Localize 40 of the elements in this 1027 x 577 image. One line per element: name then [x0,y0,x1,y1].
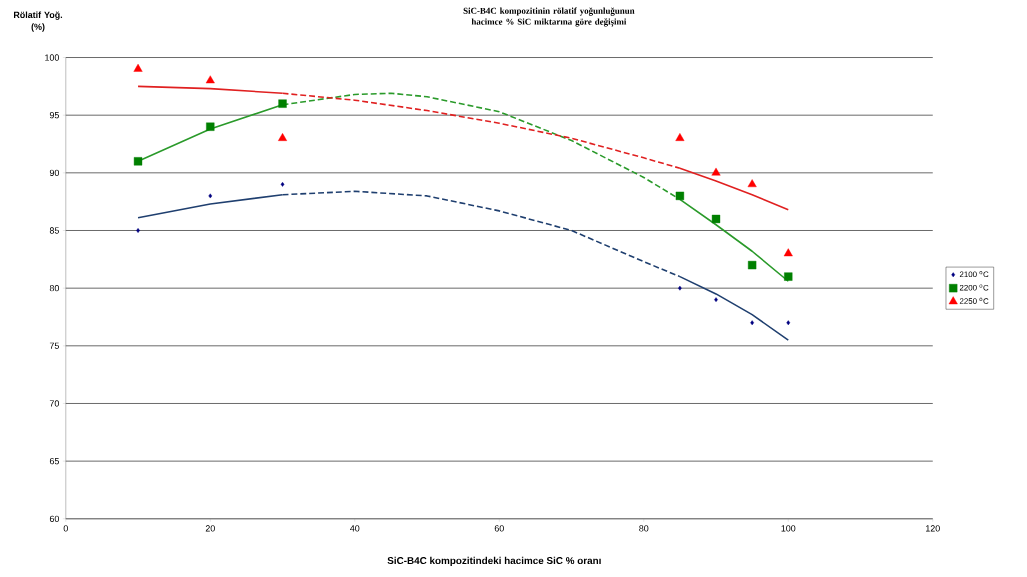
point [783,248,793,257]
point [133,63,143,72]
y-tick-label: 65 [49,457,59,465]
x-axis-title: SiC-B4C kompozitindeki hacimce SiC % oranı [387,556,601,566]
point [133,157,143,166]
x-tick-label: 80 [639,525,649,532]
x-tick-label: 100 [781,525,796,532]
point [678,285,682,291]
y-tick-label: 70 [49,400,59,407]
y-tick-label: 95 [49,111,59,119]
y-tick-label: 90 [49,169,59,176]
y-tick-label: 60 [49,515,59,522]
x-tick-label: 40 [350,525,360,532]
point [280,181,285,187]
point [675,132,685,141]
y-tick-label: 75 [49,342,59,349]
y-tick-label: 85 [49,227,59,234]
point [136,227,140,233]
point [714,297,718,302]
x-tick-label: 20 [205,525,215,532]
point [747,179,757,187]
point [750,320,754,325]
point [711,167,721,176]
point [206,122,215,131]
point [786,320,791,325]
point [205,75,215,84]
point [675,191,685,200]
x-tick-label: 0 [63,525,68,532]
point [278,132,288,141]
point [208,193,213,199]
y-tick-label: 100 [45,54,59,61]
point [278,99,287,108]
x-tick-label: 120 [926,525,940,532]
point [784,272,793,281]
x-tick-label: 60 [494,525,504,532]
point [711,214,721,223]
chart-title: SiC-B4C kompozitinin rölatif yoğunluğunun hacimce % SiC miktarına göre değişimi [463,7,635,27]
y-axis-title: Rölatif Yoğ. (%) [13,11,63,32]
point [748,260,757,270]
y-tick-label: 80 [49,284,59,292]
